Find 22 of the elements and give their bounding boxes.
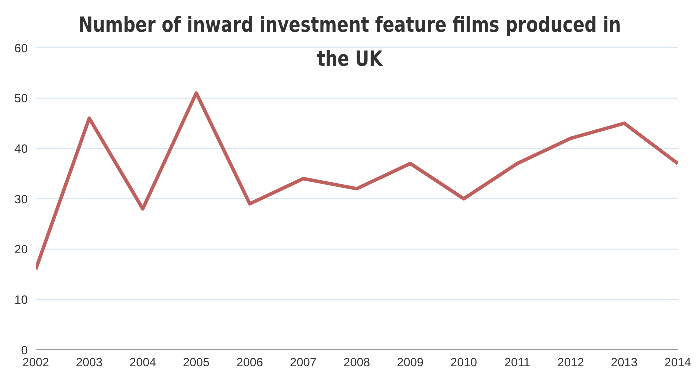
x-tick-label: 2004 bbox=[130, 356, 157, 370]
x-tick-label: 2011 bbox=[504, 356, 531, 370]
y-tick-label: 30 bbox=[14, 192, 28, 206]
y-tick-label: 20 bbox=[14, 242, 28, 257]
x-tick-label: 2012 bbox=[558, 356, 585, 370]
x-tick-label: 2007 bbox=[290, 356, 318, 370]
x-tick-label: 2010 bbox=[450, 356, 478, 370]
y-tick-label: 40 bbox=[14, 142, 28, 156]
x-tick-label: 2002 bbox=[22, 356, 50, 370]
x-tick-label: 2014 bbox=[664, 356, 692, 370]
y-tick-label: 10 bbox=[14, 292, 28, 307]
y-tick-label: 0 bbox=[21, 343, 28, 358]
x-tick-label: 2005 bbox=[183, 356, 210, 370]
y-tick-label: 60 bbox=[14, 41, 28, 56]
x-tick-label: 2006 bbox=[236, 356, 264, 370]
chart-title: Number of inward investment feature films produced in the UK bbox=[78, 12, 622, 71]
x-tick-label: 2003 bbox=[76, 356, 104, 370]
y-tick-label: 50 bbox=[14, 92, 28, 106]
x-tick-label: 2009 bbox=[397, 356, 424, 370]
x-tick-label: 2008 bbox=[344, 356, 371, 370]
x-tick-label: 2013 bbox=[611, 356, 638, 370]
line-series bbox=[36, 92, 678, 272]
